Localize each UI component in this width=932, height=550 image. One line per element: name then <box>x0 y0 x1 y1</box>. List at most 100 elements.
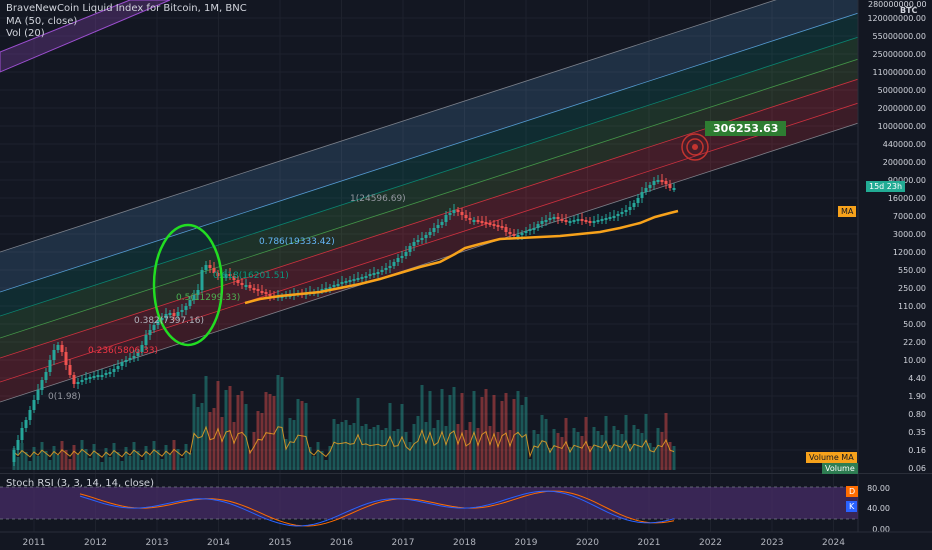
volume-bar <box>192 394 196 470</box>
volume-bar <box>516 391 520 470</box>
candle-body <box>444 215 448 222</box>
candle-body <box>620 212 624 214</box>
fib-channel <box>0 0 858 403</box>
volume-bar <box>424 422 428 470</box>
candle-body <box>196 290 200 295</box>
candle-body <box>476 220 480 222</box>
candle-body <box>208 265 212 268</box>
fib-line <box>0 36 858 317</box>
candle-body <box>400 256 404 258</box>
volume-bar <box>344 420 348 470</box>
volume-bar <box>120 461 124 470</box>
candle-body <box>160 318 164 320</box>
target-icon <box>681 133 709 161</box>
volume-bar <box>372 427 376 470</box>
candle-body <box>632 203 636 207</box>
volume-bar <box>44 451 48 470</box>
candle-body <box>216 273 220 276</box>
volume-bar <box>496 432 500 470</box>
price-tick-label: 120000000.00 <box>867 14 926 23</box>
volume-bar <box>416 416 420 470</box>
price-tick-label: 55000000.00 <box>873 32 926 41</box>
rsi-legend[interactable]: Stoch RSI (3, 3, 14, 14, close) <box>6 478 154 489</box>
volume-bar <box>468 422 472 470</box>
volume-bar <box>436 420 440 470</box>
symbol-title[interactable]: BraveNewCoin Liquid Index for Bitcoin, 1… <box>6 3 247 14</box>
volume-bar <box>296 399 300 470</box>
price-tick-label: 2000000.00 <box>878 104 926 113</box>
year-label: 2011 <box>23 538 46 548</box>
volume-bar <box>560 437 564 470</box>
volume-bar <box>568 447 572 470</box>
volume-bar <box>140 460 144 470</box>
price-axis[interactable]: 120000000.00 55000000.00 25000000.00 110000… <box>867 14 926 473</box>
volume-bar <box>412 424 416 470</box>
volume-bar <box>240 391 244 470</box>
volume-bar <box>548 448 552 470</box>
candle-body <box>468 218 472 220</box>
price-tick-label: 11000000.00 <box>873 68 926 77</box>
candle-body <box>340 282 344 284</box>
price-tick-label: 0.16 <box>908 446 926 455</box>
year-label: 2016 <box>330 538 353 548</box>
volume-bar <box>52 446 56 470</box>
volume-bar <box>196 407 200 470</box>
candle-body <box>492 224 496 226</box>
volume-bar <box>56 455 60 470</box>
candle-body <box>324 288 328 290</box>
volume-bar <box>128 456 132 470</box>
candle-body <box>244 285 248 287</box>
price-tick-label: 10.00 <box>903 356 926 365</box>
price-tick-label: 50.00 <box>903 320 926 329</box>
price-tick-label: 0.06 <box>908 464 926 473</box>
volume-bar <box>72 445 76 470</box>
volume-bar <box>588 446 592 470</box>
vol-legend[interactable]: Vol (20) <box>6 28 45 39</box>
volume-bar <box>60 441 64 470</box>
candle-body <box>136 352 140 356</box>
price-tick-label: 90000.00 <box>888 176 926 185</box>
price-tick-label: 1000000.00 <box>878 122 926 131</box>
ma-legend[interactable]: MA (50, close) <box>6 16 78 27</box>
volume-bar <box>32 447 36 470</box>
time-axis[interactable]: 2011 2012 2013 2014 2015 2016 2017 2018 2019 2020… <box>23 538 846 548</box>
volume-bar <box>360 426 364 470</box>
candle-body <box>408 246 412 252</box>
candle-body <box>392 262 396 266</box>
candle-body <box>596 220 600 222</box>
volume-bar <box>592 427 596 470</box>
candle-body <box>92 376 96 378</box>
year-label: 2014 <box>207 538 230 548</box>
candle-body <box>652 181 656 185</box>
volume-bar <box>208 412 212 470</box>
volume-bar <box>248 450 252 470</box>
volume-bar <box>664 413 668 470</box>
volume-bar <box>596 431 600 470</box>
candle-body <box>360 277 364 279</box>
volume-bar <box>152 441 156 470</box>
volume-bar <box>460 393 464 470</box>
volume-bar <box>312 456 316 470</box>
price-tick-label: 7000.00 <box>893 212 926 221</box>
volume-bar <box>280 377 284 470</box>
volume-bar <box>336 424 340 470</box>
volume-bar <box>224 390 228 470</box>
volume-bar <box>504 393 508 470</box>
candle-body <box>256 289 260 291</box>
volume-bar <box>148 455 152 470</box>
candle-body <box>36 390 40 400</box>
candle-body <box>204 265 208 270</box>
volume-bar <box>64 450 68 470</box>
volume-bar <box>584 417 588 470</box>
candle-body <box>348 280 352 282</box>
candle-body <box>152 325 156 330</box>
price-tick-label: 0.80 <box>908 410 926 419</box>
volume-bar <box>320 451 324 470</box>
fib-band <box>0 13 858 317</box>
volume-bar <box>272 396 276 470</box>
volume-bar <box>80 440 84 470</box>
volume-bar <box>212 408 216 470</box>
candle-body <box>180 310 184 312</box>
price-tick-label: 16000.00 <box>888 194 926 203</box>
